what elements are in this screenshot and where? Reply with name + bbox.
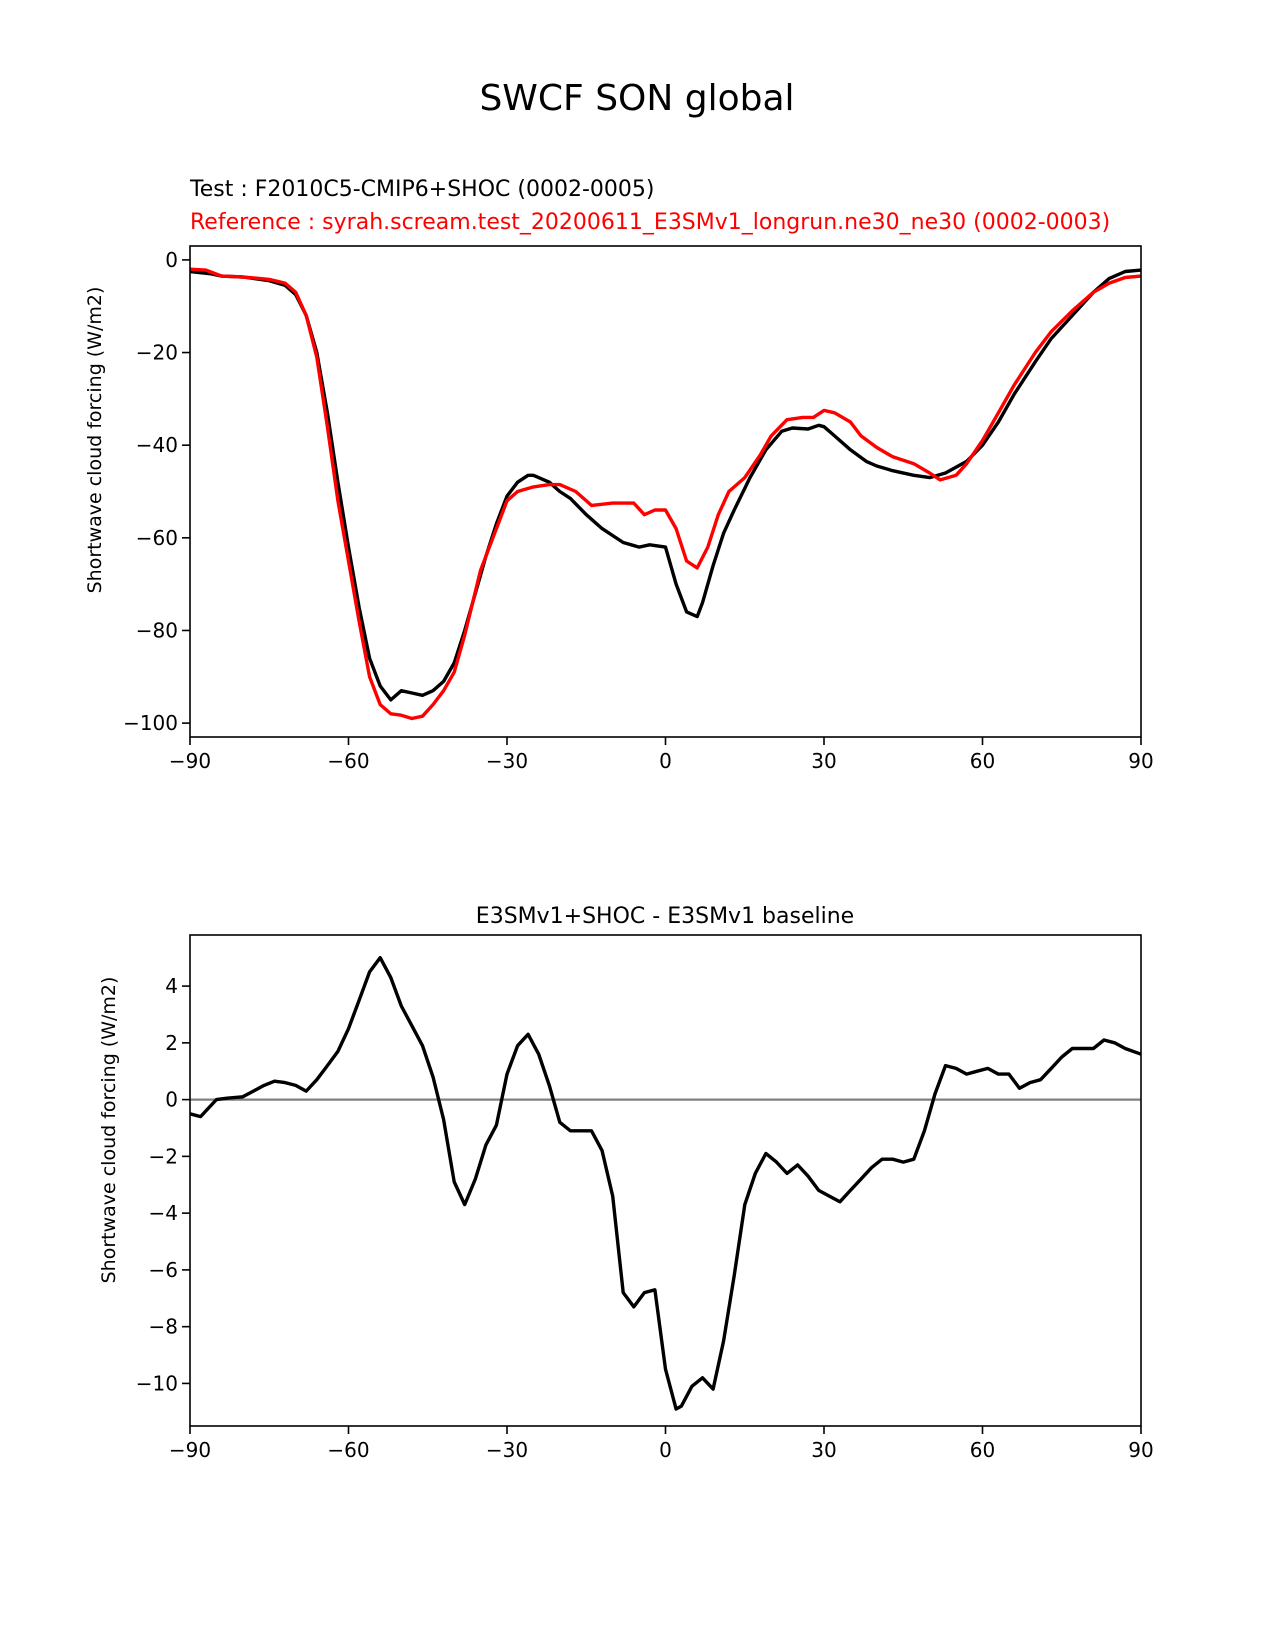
y-tick-label: −80 bbox=[136, 618, 178, 642]
y-tick-label: −4 bbox=[149, 1201, 178, 1225]
test-title: Test : F2010C5-CMIP6+SHOC (0002-0005) bbox=[189, 177, 654, 202]
panel-top: Test : F2010C5-CMIP6+SHOC (0002-0005) Re… bbox=[84, 177, 1154, 773]
x-tick-label: 90 bbox=[1128, 1438, 1153, 1462]
axes-frame bbox=[189, 245, 1142, 738]
plot-area-bottom bbox=[189, 956, 1142, 1411]
y-tick-label: −8 bbox=[149, 1315, 178, 1339]
difference-title: E3SMv1+SHOC - E3SMv1 baseline bbox=[476, 904, 854, 929]
series-line-test bbox=[189, 268, 1142, 702]
panel-bottom: E3SMv1+SHOC - E3SMv1 baseline −90 −60 −30 0… bbox=[98, 904, 1154, 1462]
y-tick-label: 2 bbox=[165, 1031, 178, 1055]
x-tick-label: 30 bbox=[811, 1438, 836, 1462]
x-tick-label: 0 bbox=[659, 1438, 672, 1462]
x-tick-label: −90 bbox=[169, 749, 211, 773]
y-axis-label-top: Shortwave cloud forcing (W/m2) bbox=[84, 287, 106, 594]
x-tick-label: 0 bbox=[659, 749, 672, 773]
y-tick-label: −10 bbox=[136, 1371, 178, 1395]
y-tick-label: −60 bbox=[136, 526, 178, 550]
y-tick-label: 0 bbox=[165, 1088, 178, 1112]
x-tick-label: −30 bbox=[486, 749, 528, 773]
x-tick-label: −60 bbox=[327, 1438, 369, 1462]
y-tick-label: −2 bbox=[149, 1144, 178, 1168]
y-axis-label-bottom: Shortwave cloud forcing (W/m2) bbox=[98, 977, 120, 1284]
series-line-reference bbox=[189, 267, 1142, 721]
axes-bottom: −90 −60 −30 0 30 60 90 4 2 0 −2 −4 −6 −8 −10 bbox=[136, 934, 1154, 1462]
y-tick-label: −20 bbox=[136, 341, 178, 365]
y-tick-label: −100 bbox=[123, 711, 178, 735]
axes-top: −90 −60 −30 0 30 60 90 0 −20 −40 −60 −80 −100 bbox=[123, 245, 1154, 773]
plot-area-top bbox=[189, 267, 1142, 721]
figure-title: SWCF SON global bbox=[479, 78, 794, 119]
x-tick-label: 60 bbox=[970, 749, 995, 773]
series-line-difference bbox=[189, 956, 1142, 1411]
x-tick-label: 90 bbox=[1128, 749, 1153, 773]
x-tick-label: 30 bbox=[811, 749, 836, 773]
x-tick-label: −60 bbox=[327, 749, 369, 773]
y-tick-label: −40 bbox=[136, 433, 178, 457]
x-tick-label: 60 bbox=[970, 1438, 995, 1462]
y-tick-label: −6 bbox=[149, 1258, 178, 1282]
x-tick-label: −30 bbox=[486, 1438, 528, 1462]
y-tick-label: 4 bbox=[165, 974, 178, 998]
y-tick-label: 0 bbox=[165, 248, 178, 272]
x-tick-label: −90 bbox=[169, 1438, 211, 1462]
axes-frame bbox=[189, 934, 1142, 1427]
reference-title: Reference : syrah.scream.test_20200611_E… bbox=[190, 210, 1110, 235]
